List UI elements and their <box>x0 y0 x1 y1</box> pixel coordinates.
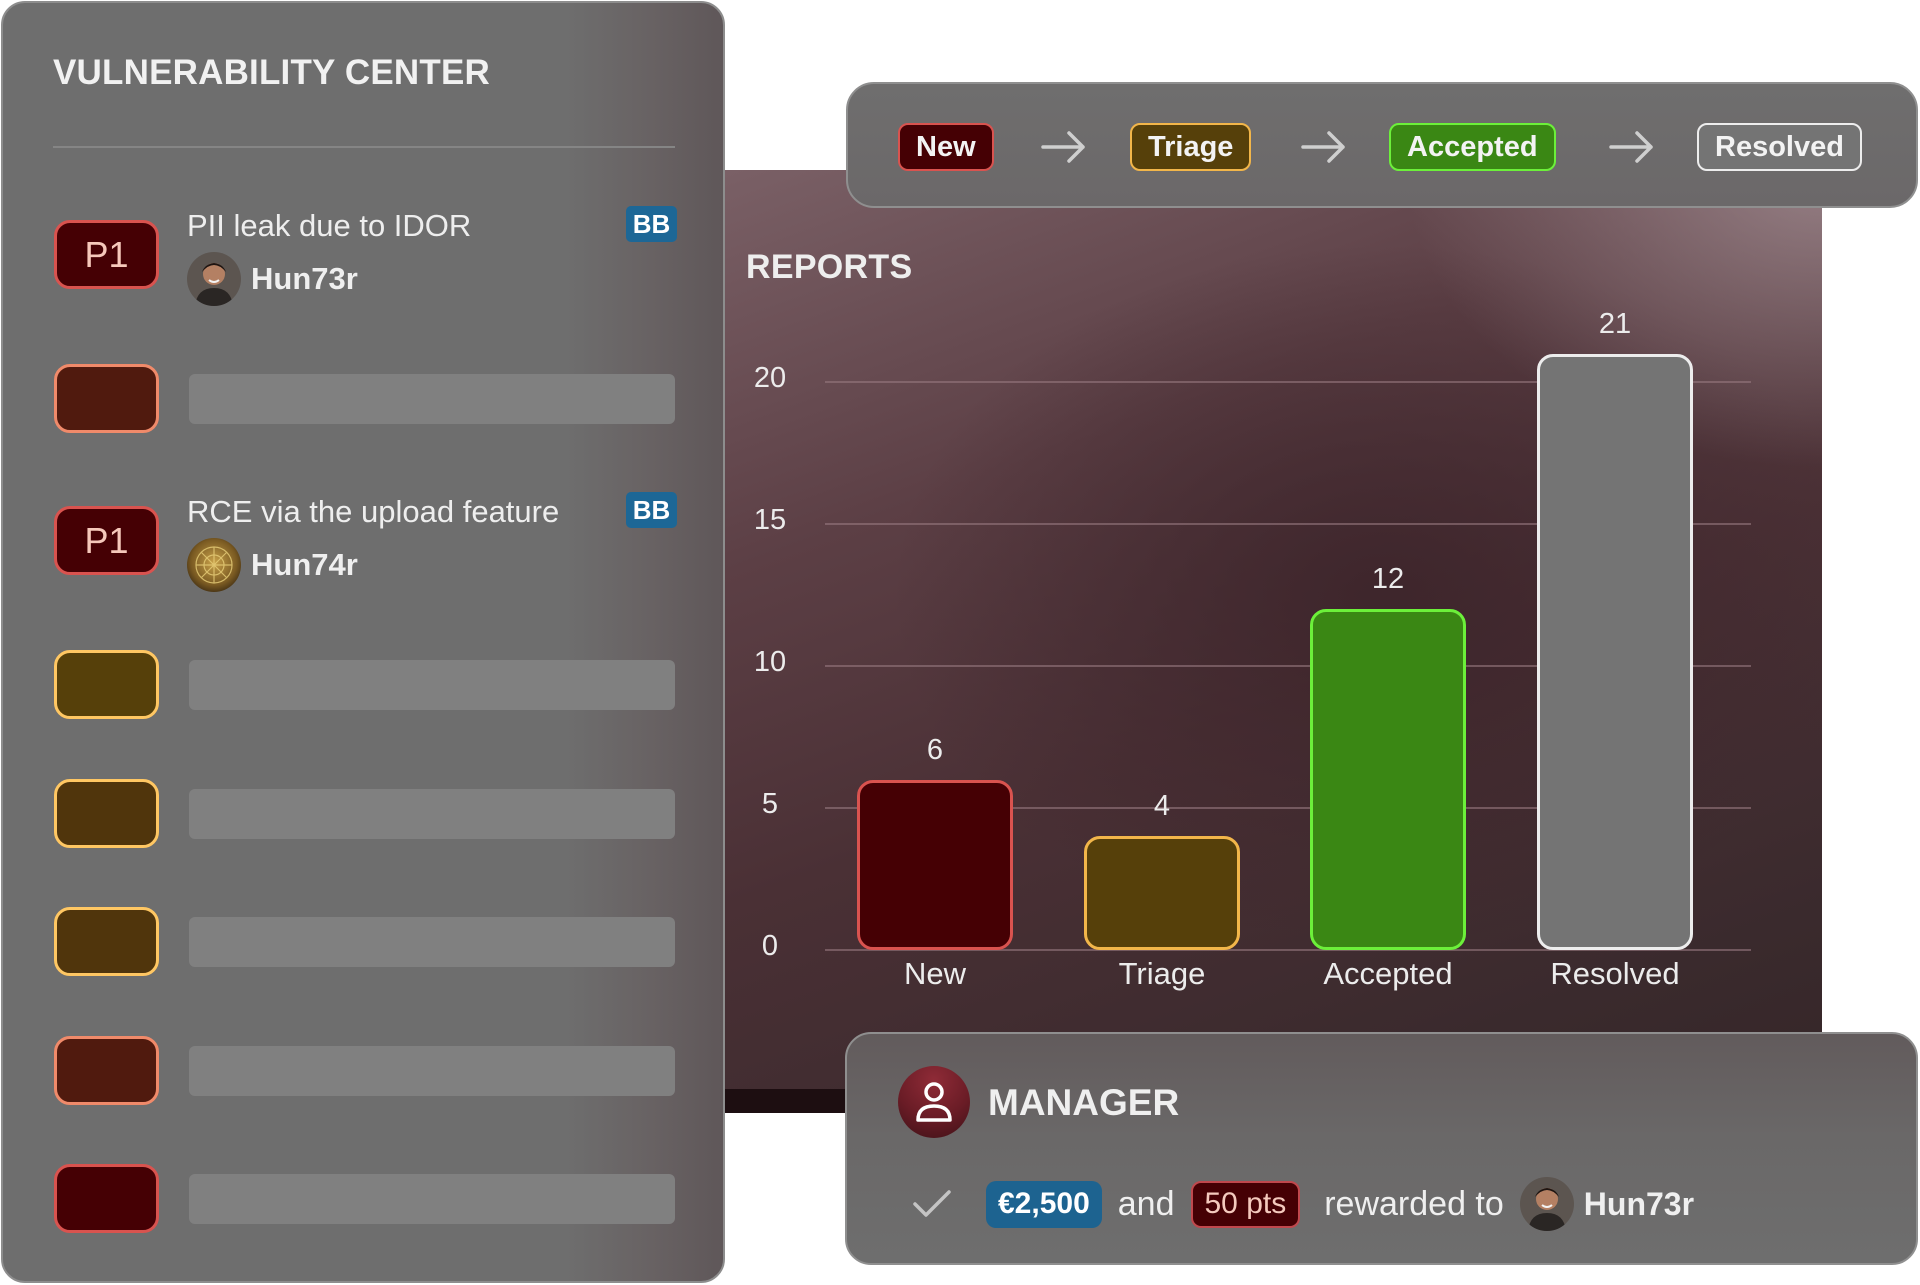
priority-badge[interactable] <box>54 1036 159 1105</box>
stage-resolved[interactable]: Resolved <box>1697 123 1862 171</box>
gridline-10 <box>825 665 1751 667</box>
reward-summary: €2,500 and 50 pts rewarded to Hun73r <box>912 1177 1695 1231</box>
y-tick-label: 10 <box>753 646 787 678</box>
rewarded-username[interactable]: Hun73r <box>1583 1185 1695 1222</box>
bug-bounty-badge: BB <box>626 206 677 242</box>
golden-ornament-icon <box>187 538 241 592</box>
bar-new[interactable] <box>857 779 1013 950</box>
person-photo-icon <box>1519 1177 1574 1231</box>
priority-label: P1 <box>84 519 129 561</box>
bar-value-label: 6 <box>926 733 944 766</box>
placeholder-bar <box>189 660 675 710</box>
x-category-label: Resolved <box>1550 956 1680 991</box>
priority-label: P1 <box>84 233 129 275</box>
avatar <box>187 538 241 592</box>
gridline-15 <box>825 523 1751 525</box>
manager-title: MANAGER <box>988 1082 1180 1123</box>
gridline-0 <box>825 949 1751 951</box>
avatar <box>1519 1177 1574 1231</box>
connector-text: and <box>1117 1184 1175 1223</box>
x-category-label: Triage <box>1118 956 1206 991</box>
arrow-right-icon <box>1301 131 1345 163</box>
report-title[interactable]: RCE via the upload feature <box>187 494 560 529</box>
bar-value-label: 21 <box>1598 307 1632 340</box>
placeholder-bar <box>189 374 675 424</box>
priority-badge[interactable] <box>54 650 159 719</box>
chart-title: REPORTS <box>746 248 913 286</box>
report-title[interactable]: PII leak due to IDOR <box>187 208 472 243</box>
placeholder-bar <box>189 917 675 967</box>
vulnerability-center-panel: VULNERABILITY CENTER P1 PII leak due to … <box>1 1 725 1283</box>
y-tick-label: 15 <box>753 504 787 536</box>
bar-value-label: 4 <box>1153 790 1171 823</box>
gridline-20 <box>825 381 1751 383</box>
gridline-5 <box>825 807 1751 809</box>
reports-chart-panel: REPORTS 0 5 10 15 20 6 4 12 21 New Triag… <box>725 170 1822 1113</box>
manager-avatar <box>898 1066 970 1138</box>
priority-badge[interactable] <box>54 907 159 976</box>
workflow-pipeline: New Triage Accepted Resolved <box>846 82 1918 208</box>
reporter[interactable]: Hun73r <box>187 252 358 306</box>
placeholder-bar <box>189 789 675 839</box>
username: Hun73r <box>251 261 358 296</box>
username: Hun74r <box>251 547 358 582</box>
stage-new[interactable]: New <box>898 123 994 171</box>
bar-value-label: 12 <box>1371 563 1405 596</box>
placeholder-bar <box>189 1174 675 1224</box>
check-icon <box>913 1190 951 1217</box>
bounty-amount-badge: €2,500 <box>986 1180 1102 1228</box>
bar-triage[interactable] <box>1084 836 1240 950</box>
arrow-right-icon <box>1041 131 1085 163</box>
priority-badge[interactable] <box>54 1164 159 1233</box>
user-icon <box>916 1082 952 1122</box>
priority-badge[interactable] <box>54 364 159 433</box>
bar-accepted[interactable] <box>1310 609 1466 950</box>
avatar <box>187 252 241 306</box>
bar-resolved[interactable] <box>1537 353 1693 950</box>
placeholder-bar <box>189 1046 675 1096</box>
points-badge: 50 pts <box>1190 1180 1301 1228</box>
x-category-label: Accepted <box>1323 956 1453 991</box>
manager-panel: MANAGER €2,500 and 50 pts rewarded to Hu… <box>845 1032 1918 1265</box>
arrow-right-icon <box>1609 131 1653 163</box>
y-tick-label: 0 <box>761 930 779 962</box>
x-category-label: New <box>903 956 966 991</box>
stage-triage[interactable]: Triage <box>1130 123 1252 171</box>
panel-title: VULNERABILITY CENTER <box>53 53 490 92</box>
priority-badge[interactable] <box>54 779 159 848</box>
stage-accepted[interactable]: Accepted <box>1389 123 1556 171</box>
priority-badge[interactable]: P1 <box>54 506 159 575</box>
reporter[interactable]: Hun74r <box>187 538 358 592</box>
y-tick-label: 5 <box>761 788 779 820</box>
bug-bounty-badge: BB <box>626 492 677 528</box>
divider <box>53 146 675 148</box>
priority-badge[interactable]: P1 <box>54 220 159 289</box>
rewarded-to-text: rewarded to <box>1324 1184 1504 1223</box>
y-tick-label: 20 <box>753 362 787 394</box>
person-photo-icon <box>187 252 241 306</box>
